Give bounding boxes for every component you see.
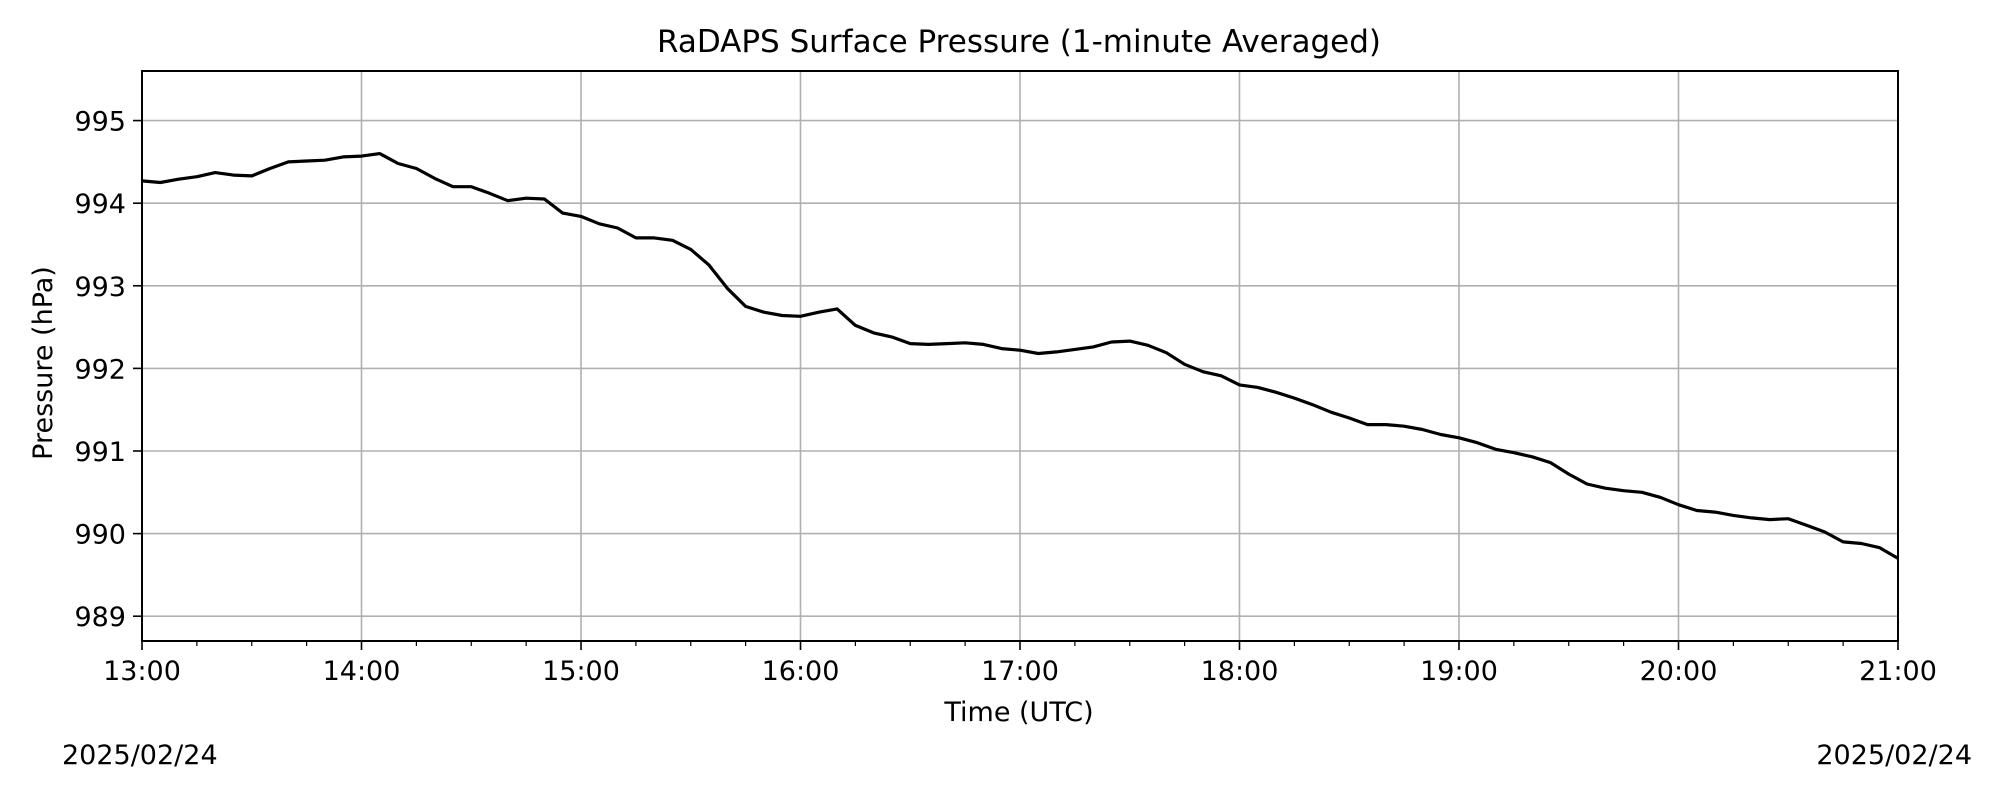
grid-lines	[141, 71, 1899, 641]
y-tick-label: 994	[74, 189, 126, 220]
x-tick-label: 16:00	[762, 656, 840, 687]
y-tick-label: 993	[74, 272, 126, 303]
y-tick-label: 995	[74, 107, 126, 138]
x-tick-label: 17:00	[981, 656, 1059, 687]
x-tick-label: 18:00	[1201, 656, 1279, 687]
x-tick-label: 14:00	[323, 656, 401, 687]
start-date-label: 2025/02/24	[62, 740, 218, 771]
x-tick-label: 13:00	[103, 656, 181, 687]
plot-frame	[141, 70, 1899, 642]
end-date-label: 2025/02/24	[1816, 740, 1972, 771]
x-tick-label: 20:00	[1640, 656, 1718, 687]
y-tick-label: 989	[74, 602, 126, 633]
pressure-series-line	[141, 152, 1899, 560]
y-tick-label: 990	[74, 520, 126, 551]
y-tick-label: 992	[74, 354, 126, 385]
x-tick-label: 15:00	[542, 656, 620, 687]
x-tick-label: 21:00	[1859, 656, 1937, 687]
y-axis-label: Pressure (hPa)	[28, 266, 59, 460]
x-tick-label: 19:00	[1420, 656, 1498, 687]
axis-ticks: 13:00 14:00 15:00 16:00 17:00 18:00 19:00 20:00…	[74, 107, 1936, 687]
x-axis-label: Time (UTC)	[943, 697, 1093, 728]
chart-title: RaDAPS Surface Pressure (1-minute Averag…	[657, 24, 1381, 60]
y-tick-label: 991	[74, 437, 126, 468]
